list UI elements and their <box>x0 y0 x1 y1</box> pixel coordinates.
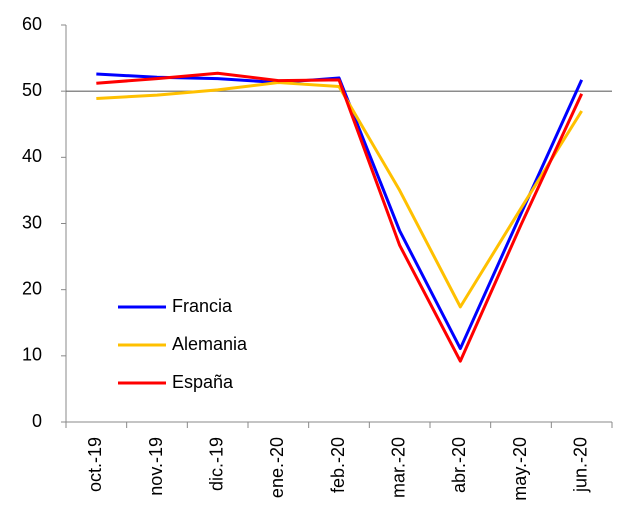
x-tick-label: nov.-19 <box>146 437 166 496</box>
legend-label: Alemania <box>172 334 248 354</box>
x-tick-label: dic.-19 <box>206 437 226 491</box>
y-tick-label: 40 <box>22 146 42 166</box>
x-tick-label: mar.-20 <box>388 437 408 498</box>
x-tick-label: jun.-20 <box>570 437 590 493</box>
y-tick-label: 60 <box>22 14 42 34</box>
y-tick-label: 50 <box>22 80 42 100</box>
legend-label: Francia <box>172 296 233 316</box>
y-tick-label: 10 <box>22 345 42 365</box>
series-line <box>96 81 583 309</box>
x-tick-label: may.-20 <box>510 437 530 501</box>
x-tick-label: ene.-20 <box>267 437 287 498</box>
y-tick-label: 20 <box>22 278 42 298</box>
series-line <box>96 72 584 351</box>
y-tick-label: 30 <box>22 212 42 232</box>
y-tick-label: 0 <box>32 411 42 431</box>
x-tick-label: feb.-20 <box>328 437 348 493</box>
legend-label: España <box>172 372 234 392</box>
x-tick-label: abr.-20 <box>449 437 469 493</box>
x-tick-label: oct.-19 <box>85 437 105 492</box>
series-line <box>96 71 584 363</box>
